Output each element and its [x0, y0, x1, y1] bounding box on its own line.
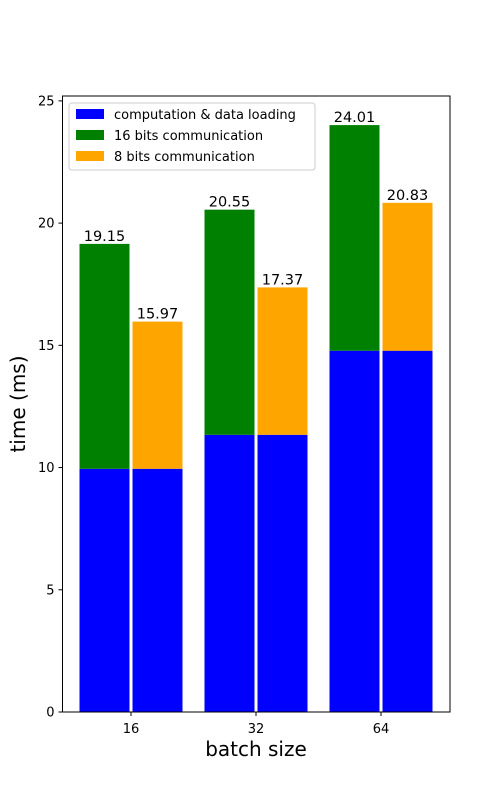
x-axis-title: batch size — [205, 737, 307, 761]
bar-computation-64-a — [329, 350, 380, 712]
legend: computation & data loading 16 bits commun… — [68, 102, 316, 171]
bar-computation-64-b — [382, 350, 433, 712]
x-axis: 16 32 64 — [123, 712, 390, 737]
y-tick-label-25: 25 — [38, 94, 55, 109]
y-tick-label-10: 10 — [38, 461, 55, 476]
x-tick-label-32: 32 — [248, 722, 265, 737]
y-tick-label-20: 20 — [38, 217, 55, 232]
legend-swatch-2 — [76, 151, 104, 161]
legend-swatch-0 — [76, 109, 104, 119]
y-tick-label-5: 5 — [46, 583, 54, 598]
bar-8bit-16 — [132, 321, 183, 469]
bar-8bit-32 — [257, 287, 308, 435]
bar-computation-32-b — [257, 434, 308, 712]
x-tick-label-16: 16 — [123, 722, 140, 737]
data-label-8bit-32: 17.37 — [262, 272, 304, 288]
bar-computation-16-a — [79, 468, 130, 712]
data-label-16bit-64: 24.01 — [334, 110, 376, 126]
bar-16bit-64 — [329, 125, 380, 351]
bar-16bit-32 — [204, 209, 255, 435]
legend-label-0: computation & data loading — [114, 108, 296, 123]
bars-layer — [79, 125, 433, 712]
data-label-8bit-16: 15.97 — [137, 307, 179, 323]
bar-computation-16-b — [132, 468, 183, 712]
bar-8bit-64 — [382, 202, 433, 351]
y-axis: 0 5 10 15 20 25 — [38, 94, 63, 721]
legend-swatch-1 — [76, 130, 104, 140]
bar-computation-32-a — [204, 434, 255, 712]
y-tick-label-15: 15 — [38, 339, 55, 354]
data-label-16bit-32: 20.55 — [209, 195, 251, 211]
legend-label-2: 8 bits communication — [114, 150, 255, 165]
data-label-8bit-64: 20.83 — [387, 188, 429, 204]
bar-16bit-16 — [79, 243, 130, 469]
legend-label-1: 16 bits communication — [114, 129, 263, 144]
y-axis-title: time (ms) — [6, 355, 30, 452]
x-tick-label-64: 64 — [373, 722, 390, 737]
y-tick-label-0: 0 — [46, 706, 54, 721]
legend-box — [68, 102, 316, 171]
data-labels-layer: 19.15 15.97 20.55 17.37 24.01 20.83 — [84, 110, 429, 323]
data-label-16bit-16: 19.15 — [84, 229, 126, 245]
